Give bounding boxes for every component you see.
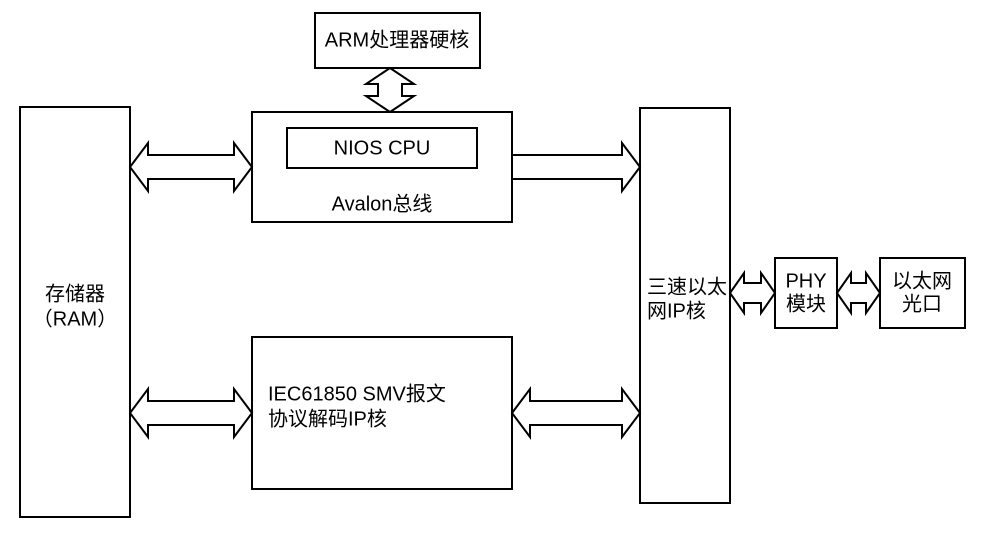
arrow-tse-phy (730, 273, 775, 313)
phy-label-1: PHY (785, 270, 826, 292)
smv-label-2: 协议解码IP核 (268, 407, 387, 430)
tse-label-1: 三速以太 (647, 275, 727, 298)
tse-label-2: 网IP核 (647, 299, 706, 322)
arrow-arm-avalon (366, 68, 414, 112)
arrow-ram-smv (130, 389, 252, 437)
ram-label-2: （RAM） (33, 307, 117, 330)
arm-label: ARM处理器硬核 (325, 28, 469, 51)
arrow-phy-opt (837, 273, 880, 313)
phy-label-2: 模块 (786, 292, 826, 315)
opt-label-1: 以太网 (892, 269, 952, 292)
arrow-smv-tse (512, 389, 640, 437)
arrow-ram-avalon (130, 143, 252, 191)
smv-label-1: IEC61850 SMV报文 (268, 382, 446, 405)
opt-label-2: 光口 (902, 292, 942, 315)
nios-label: NIOS CPU (334, 137, 431, 159)
ram-label-1: 存储器 (45, 282, 105, 305)
avalon-label: Avalon总线 (332, 192, 433, 215)
arrow-avalon-tse (512, 143, 640, 191)
